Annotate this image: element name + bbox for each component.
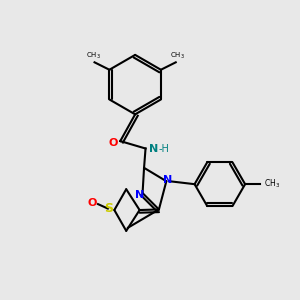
Text: O: O bbox=[87, 198, 97, 208]
Text: N: N bbox=[149, 143, 158, 154]
Text: O: O bbox=[108, 138, 118, 148]
Text: CH$_3$: CH$_3$ bbox=[170, 51, 185, 61]
Text: N: N bbox=[163, 175, 172, 185]
Text: -H: -H bbox=[159, 143, 170, 154]
Text: CH$_3$: CH$_3$ bbox=[85, 51, 100, 61]
Text: CH$_3$: CH$_3$ bbox=[263, 178, 280, 190]
Text: N: N bbox=[135, 190, 144, 200]
Text: S: S bbox=[104, 202, 113, 215]
